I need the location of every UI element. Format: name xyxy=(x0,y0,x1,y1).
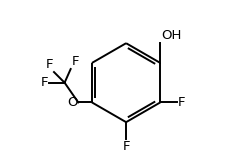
Text: F: F xyxy=(122,140,130,153)
Text: O: O xyxy=(67,96,78,109)
Text: OH: OH xyxy=(161,29,181,42)
Text: F: F xyxy=(41,76,49,89)
Text: F: F xyxy=(46,58,53,71)
Text: F: F xyxy=(71,55,79,68)
Text: F: F xyxy=(178,96,185,109)
